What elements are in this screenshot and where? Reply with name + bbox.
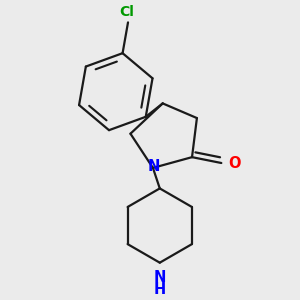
Text: O: O (228, 155, 241, 170)
Text: H: H (154, 282, 166, 297)
Text: N: N (148, 159, 160, 174)
Text: Cl: Cl (120, 5, 134, 20)
Text: N: N (154, 271, 166, 286)
